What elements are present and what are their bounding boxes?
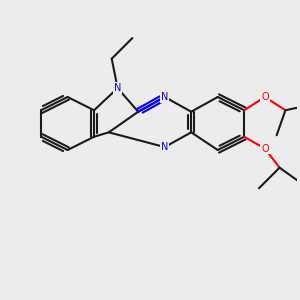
Text: O: O — [261, 143, 268, 154]
Text: N: N — [161, 92, 168, 102]
Text: O: O — [261, 92, 268, 102]
Text: N: N — [161, 142, 168, 152]
Text: N: N — [114, 83, 121, 93]
